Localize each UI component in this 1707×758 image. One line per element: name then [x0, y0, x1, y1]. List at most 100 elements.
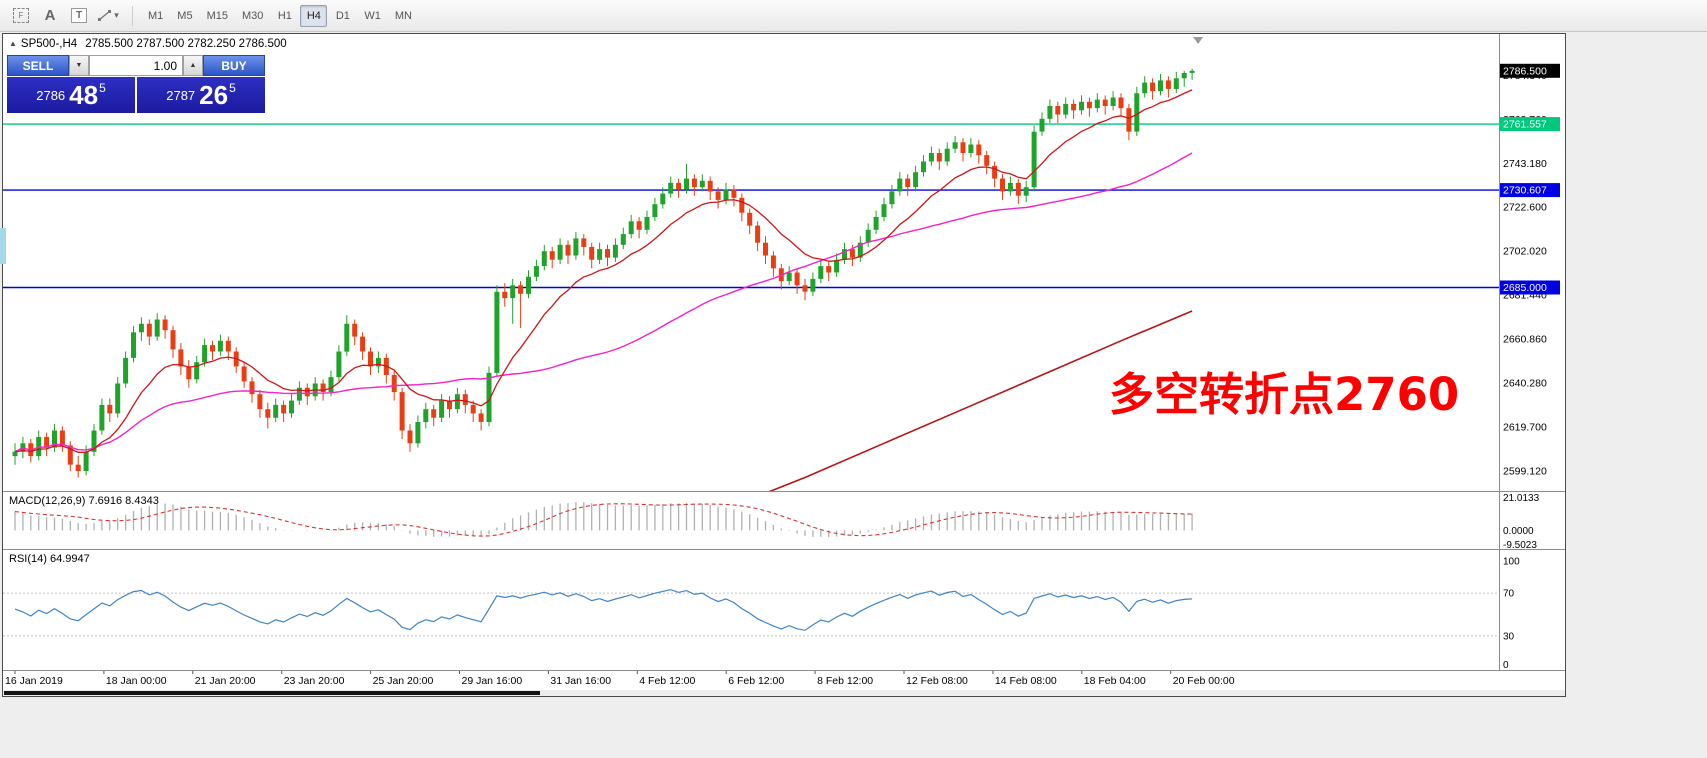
svg-text:21 Jan 20:00: 21 Jan 20:00: [195, 675, 256, 687]
chart-window: 2784.3402763.7602743.1802722.6002702.020…: [2, 33, 1566, 697]
timeframe-button-m15[interactable]: M15: [206, 9, 228, 22]
timeframe-button-m1[interactable]: M1: [148, 9, 164, 22]
bid-big-digits: 48: [69, 80, 99, 110]
price-badge: 2786.500: [1500, 63, 1560, 78]
svg-text:2619.700: 2619.700: [1503, 421, 1547, 433]
ask-price-box[interactable]: 2787 26 5: [137, 77, 265, 113]
svg-text:14 Feb 08:00: 14 Feb 08:00: [995, 675, 1057, 687]
draw-tools-dropdown[interactable]: ▾: [95, 4, 121, 28]
macd-axis-label: 0.0000: [1503, 526, 1534, 537]
horizontal-level-lines[interactable]: [3, 123, 1499, 289]
selection-tool-button[interactable]: F: [8, 4, 34, 28]
trade-panel-collapse-icon[interactable]: ▲: [9, 39, 17, 48]
ask-big-digits: 26: [199, 80, 229, 110]
selection-glyph: F: [18, 11, 24, 20]
svg-text:2702.020: 2702.020: [1503, 246, 1547, 258]
timeframe-button-mn[interactable]: MN: [394, 9, 412, 22]
rsi-axis-label: 30: [1503, 631, 1515, 642]
svg-text:12 Feb 08:00: 12 Feb 08:00: [906, 675, 968, 687]
svg-text:29 Jan 16:00: 29 Jan 16:00: [462, 675, 523, 687]
chart-canvas[interactable]: 2784.3402763.7602743.1802722.6002702.020…: [3, 34, 1565, 690]
bid-pip-digit: 5: [99, 81, 106, 95]
svg-text:2761.557: 2761.557: [1503, 119, 1547, 131]
timeframe-button-w1[interactable]: W1: [364, 9, 381, 22]
price-chart-svg[interactable]: 2784.3402763.7602743.1802722.6002702.020…: [3, 34, 1565, 690]
rsi-axis-label: 0: [1503, 660, 1509, 671]
moving-averages: [14, 89, 1193, 491]
svg-text:23 Jan 20:00: 23 Jan 20:00: [284, 675, 345, 687]
volume-increase-button[interactable]: ▲: [183, 55, 203, 76]
slow-ma-line: [768, 310, 1193, 491]
time-axis: 16 Jan 2019 18 Jan 00:00 21 Jan 20:00 23 Ja…: [5, 671, 1235, 687]
timeframe-button-m5[interactable]: M5: [177, 9, 193, 22]
timeframe-button-d1[interactable]: D1: [335, 9, 350, 22]
rsi-indicator-label: RSI(14) 64.9947: [9, 553, 90, 565]
svg-text:2786.500: 2786.500: [1503, 65, 1547, 77]
svg-text:18 Feb 04:00: 18 Feb 04:00: [1084, 675, 1146, 687]
svg-text:2722.600: 2722.600: [1503, 202, 1547, 214]
chart-shift-marker[interactable]: [1193, 37, 1204, 44]
macd-axis-label: -9.5023: [1503, 540, 1537, 551]
price-badge: 2685.000: [1500, 280, 1560, 295]
svg-text:6 Feb 12:00: 6 Feb 12:00: [728, 675, 784, 687]
textbox-tool-button[interactable]: T: [66, 4, 92, 28]
pane-separators[interactable]: [3, 491, 1565, 671]
svg-text:25 Jan 20:00: 25 Jan 20:00: [373, 675, 434, 687]
ask-main: 2787: [166, 87, 196, 103]
svg-text:2660.860: 2660.860: [1503, 334, 1547, 346]
svg-text:4 Feb 12:00: 4 Feb 12:00: [639, 675, 695, 687]
svg-text:16 Jan 2019: 16 Jan 2019: [5, 675, 63, 687]
price-badge: 2730.607: [1500, 183, 1560, 198]
timeframe-button-h1[interactable]: H1: [277, 9, 292, 22]
spin-up-icon: ▲: [189, 62, 197, 69]
text-icon: A: [44, 7, 56, 24]
chart-text-annotation[interactable]: 多空转折点2760: [1109, 368, 1460, 421]
macd-signal-line: [14, 503, 1193, 537]
svg-text:2599.120: 2599.120: [1503, 465, 1547, 477]
sell-button[interactable]: SELL: [7, 55, 69, 76]
mid-ma-line: [14, 152, 1193, 453]
svg-text:31 Jan 16:00: 31 Jan 16:00: [550, 675, 611, 687]
timeframe-button-m30[interactable]: M30: [241, 9, 264, 22]
macd-indicator-label: MACD(12,26,9) 7.6916 8.4343: [9, 495, 159, 507]
svg-text:2730.607: 2730.607: [1503, 185, 1547, 197]
buy-button[interactable]: BUY: [203, 55, 265, 76]
price-badge: 2761.557: [1500, 117, 1560, 132]
macd-axis-label: 21.0133: [1503, 493, 1540, 504]
horizontal-scrollbar[interactable]: [3, 690, 1565, 696]
toolbar-separator: [132, 5, 133, 26]
bid-price-box[interactable]: 2786 48 5: [7, 77, 135, 113]
timeframe-selector: M1 M5 M15 M30 H1 H4 D1 W1 MN: [141, 4, 419, 27]
timeframe-button-h4[interactable]: H4: [300, 4, 328, 27]
rsi-pane: [3, 589, 1499, 637]
ask-pip-digit: 5: [229, 81, 236, 95]
svg-text:2640.280: 2640.280: [1503, 377, 1547, 389]
svg-text:20 Feb 00:00: 20 Feb 00:00: [1173, 675, 1235, 687]
symbol-label: SP500-,H4: [20, 38, 78, 50]
svg-text:8 Feb 12:00: 8 Feb 12:00: [817, 675, 873, 687]
horizontal-scrollbar-thumb[interactable]: [4, 691, 540, 695]
bid-main: 2786: [36, 87, 66, 103]
macd-histogram: [14, 502, 1193, 538]
toolbar: F A T ▾ M1 M5 M15 M30 H1 H4 D1 W1 MN: [0, 0, 1707, 32]
volume-input[interactable]: [89, 55, 183, 76]
rsi-axis-label: 100: [1503, 557, 1520, 568]
volume-decrease-button[interactable]: ▼: [69, 55, 89, 76]
svg-text:2685.000: 2685.000: [1503, 282, 1547, 294]
chevron-down-icon: ▾: [114, 10, 119, 20]
rsi-axis-label: 70: [1503, 589, 1515, 600]
spin-down-icon: ▼: [75, 62, 83, 69]
chart-header: ▲ SP500-,H4 2785.500 2787.500 2782.250 278…: [9, 38, 287, 50]
svg-text:2743.180: 2743.180: [1503, 158, 1547, 170]
textbox-icon: T: [71, 8, 87, 23]
rsi-line: [14, 589, 1193, 631]
svg-text:18 Jan 00:00: 18 Jan 00:00: [106, 675, 167, 687]
left-edge-accent: [0, 228, 6, 264]
text-tool-button[interactable]: A: [37, 4, 63, 28]
ohlc-values: 2785.500 2787.500 2782.250 2786.500: [85, 38, 287, 50]
candlesticks: [12, 68, 1195, 478]
selection-box-icon: F: [13, 8, 29, 23]
trendline-icon: [98, 10, 112, 21]
fast-ma-line: [14, 89, 1193, 453]
